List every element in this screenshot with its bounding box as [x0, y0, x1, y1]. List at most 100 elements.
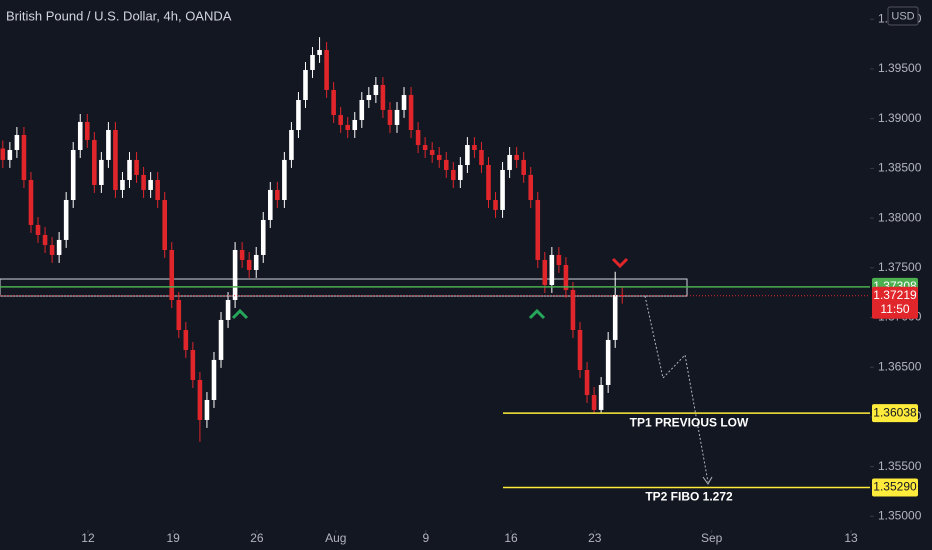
candle-body: [99, 159, 104, 185]
candle-body: [535, 199, 541, 260]
candle-body: [556, 254, 562, 265]
candle-body: [436, 154, 442, 160]
candle-body: [380, 84, 386, 110]
candle-body: [155, 180, 160, 200]
level-tag: [872, 478, 918, 497]
y-tick-label: 1.39500: [878, 61, 922, 75]
candle-body: [451, 169, 456, 181]
candle-body: [598, 384, 604, 410]
y-tick-label: 1.36500: [878, 359, 922, 373]
candle-body: [162, 199, 167, 250]
arrow-head: [702, 476, 713, 485]
candle-body: [56, 239, 62, 255]
candle-body: [401, 95, 407, 110]
candle-body: [218, 319, 224, 360]
candle-body: [49, 245, 55, 255]
candle-body: [324, 49, 329, 90]
candle-body: [183, 330, 189, 350]
candle-body: [21, 134, 27, 181]
candle-body: [77, 121, 83, 150]
candle-body: [134, 159, 139, 175]
candle-body: [127, 159, 132, 181]
candle-body: [528, 174, 534, 200]
buy-signal: [528, 308, 546, 320]
candle-body: [232, 249, 238, 300]
y-tick-label: 1.35000: [878, 508, 922, 522]
level-tag-label: 1.36038: [873, 405, 917, 419]
x-tick-label: Aug: [325, 531, 346, 545]
x-tick-label: 23: [588, 531, 602, 545]
candle-body: [106, 130, 111, 160]
candle-body: [472, 145, 477, 150]
candle-body: [563, 265, 569, 290]
last-price-tag: [872, 286, 918, 319]
candle-body: [500, 169, 505, 210]
candle-body: [570, 289, 576, 331]
last-price-label: 1.37219: [873, 288, 917, 302]
chart-title: British Pound / U.S. Dollar, 4h, OANDA: [6, 8, 232, 23]
x-tick-label: 16: [504, 531, 518, 545]
candle-body: [14, 134, 20, 150]
candle-body: [289, 130, 294, 160]
countdown: 11:50: [880, 302, 909, 316]
level-tag-label: 1.35290: [873, 480, 917, 494]
candle-body: [35, 224, 41, 235]
price-axis: 1.350001.355001.360001.365001.370001.375…: [81, 11, 921, 545]
candle-body: [331, 89, 336, 116]
candle-body: [345, 124, 351, 131]
candle-body: [310, 54, 315, 70]
candle-body: [507, 154, 512, 170]
candle-body: [148, 180, 153, 190]
candle-body: [63, 199, 69, 240]
currency-box[interactable]: [887, 6, 919, 26]
level-text: TP2 FIBO 1.272: [645, 490, 733, 504]
candle-body: [366, 95, 372, 100]
candle-body: [394, 109, 400, 125]
candle-body: [465, 145, 470, 166]
candle-body: [120, 180, 125, 190]
candle-body: [0, 148, 6, 160]
candle-body: [479, 149, 484, 166]
candle-body: [246, 259, 252, 270]
candle-body: [197, 380, 203, 420]
candle-body: [176, 299, 182, 331]
x-tick-label: 13: [844, 531, 858, 545]
candle-body: [253, 254, 259, 270]
projection-arrow: [644, 295, 709, 483]
candle-body: [542, 259, 548, 285]
candle-body: [373, 84, 379, 96]
candle-body: [408, 95, 414, 131]
y-tick-label: 1.39000: [878, 111, 922, 125]
candle-body: [141, 174, 146, 190]
currency: USD: [891, 10, 914, 22]
candle-body: [303, 69, 308, 100]
candle-body: [84, 121, 90, 140]
candle-body: [443, 159, 449, 170]
candle-body: [204, 399, 210, 420]
x-tick-label: 19: [166, 531, 180, 545]
sell-signal: [611, 257, 629, 269]
candle-body: [612, 295, 618, 340]
candle-body: [70, 149, 76, 200]
y-tick-label: 1.37500: [878, 260, 922, 274]
candle-body: [549, 254, 555, 285]
x-tick-label: 9: [423, 531, 430, 545]
x-tick-label: Sep: [701, 531, 723, 545]
candle-body: [605, 339, 611, 385]
candle-body: [521, 159, 526, 175]
candle-body: [317, 49, 322, 55]
candle-body: [352, 119, 358, 131]
candle-body: [169, 249, 175, 300]
candle-body: [458, 165, 463, 181]
candle-body: [591, 395, 597, 410]
plot-area: TP1 PREVIOUS LOW TP2 FIBO 1.272: [0, 37, 870, 504]
candle-body: [42, 234, 48, 246]
y-tick-label: 1.38000: [878, 210, 922, 224]
level-tag: [872, 404, 918, 423]
candle-body: [268, 189, 273, 220]
x-tick-label: 12: [81, 531, 95, 545]
candle-body: [619, 295, 625, 297]
